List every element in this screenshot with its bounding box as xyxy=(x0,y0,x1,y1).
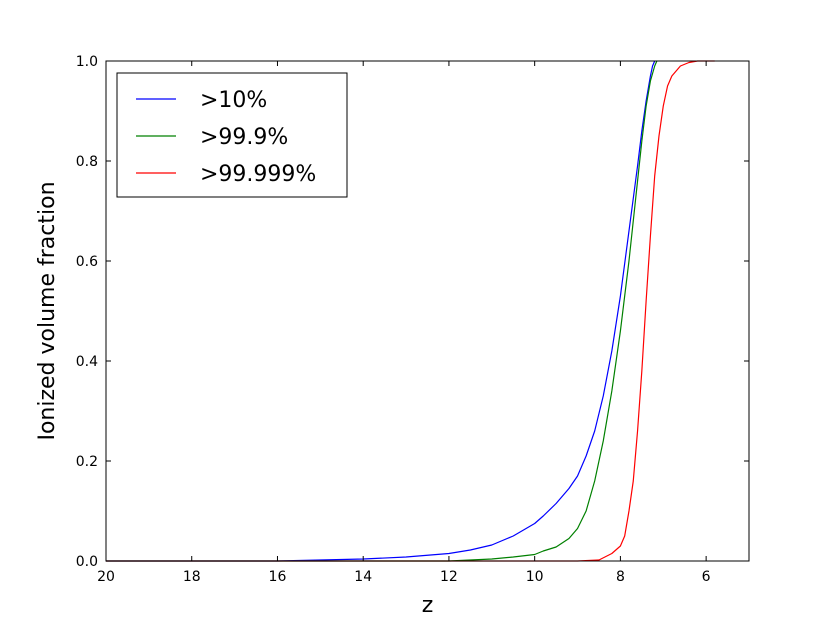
series-line-3 xyxy=(106,60,715,562)
x-tick-label: 12 xyxy=(440,569,458,585)
y-tick-label: 0.2 xyxy=(76,454,98,470)
legend-label-3: >99.999% xyxy=(200,162,316,187)
legend: >10% >99.9% >99.999% xyxy=(116,72,348,198)
plot-frame xyxy=(105,60,750,562)
series-line-1 xyxy=(106,60,656,562)
x-tick-label: 8 xyxy=(616,569,625,585)
y-tick-label: 0.8 xyxy=(76,154,98,170)
x-tick-label: 20 xyxy=(97,569,115,585)
x-axis-title: z xyxy=(422,593,434,618)
series-line-2 xyxy=(106,60,658,562)
legend-label-2: >99.9% xyxy=(200,125,288,150)
series-layer xyxy=(106,60,715,562)
legend-label-1: >10% xyxy=(200,88,267,113)
ticks-layer: 20 18 16 14 12 10 8 6 0.0 0.2 0.4 0.6 0.8 1.0 xyxy=(76,54,749,585)
x-tick-label: 18 xyxy=(183,569,201,585)
y-tick-label: 0.4 xyxy=(76,354,98,370)
y-tick-label: 0.0 xyxy=(76,554,98,570)
legend-box xyxy=(116,72,348,198)
x-tick-label: 6 xyxy=(702,569,711,585)
y-tick-label: 0.6 xyxy=(76,254,98,270)
y-axis-title: Ionized volume fraction xyxy=(35,181,60,440)
y-tick-label: 1.0 xyxy=(76,54,98,70)
x-tick-label: 16 xyxy=(269,569,287,585)
x-tick-label: 10 xyxy=(526,569,544,585)
x-tick-label: 14 xyxy=(354,569,372,585)
